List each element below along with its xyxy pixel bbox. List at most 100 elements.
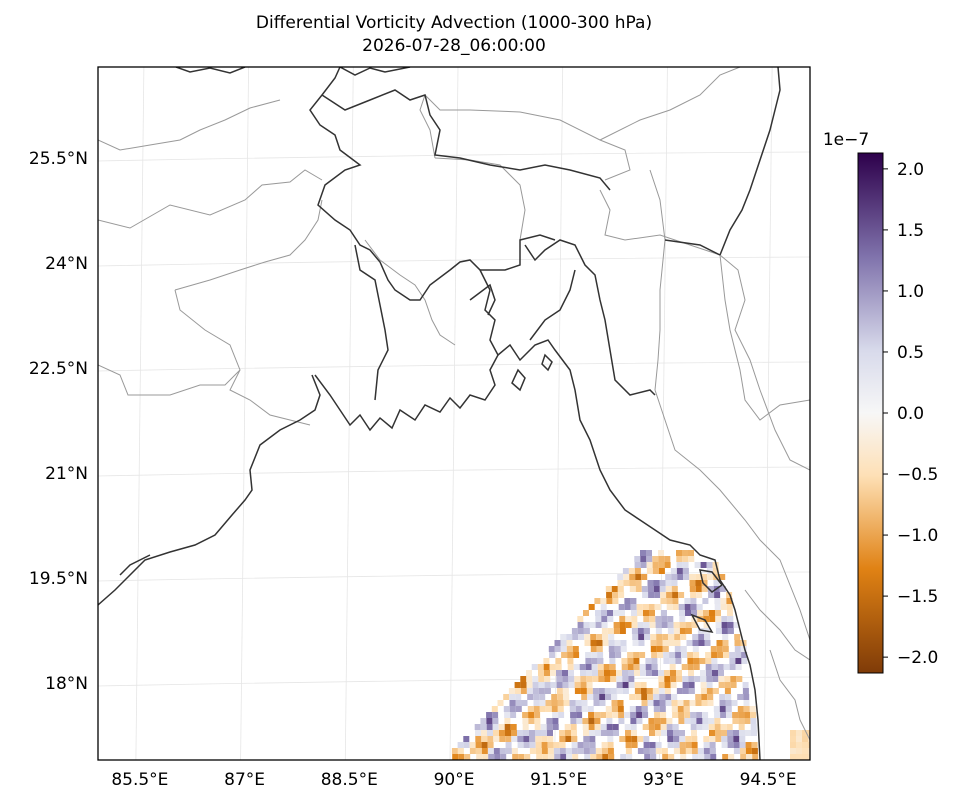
- field-cell: [652, 688, 659, 694]
- field-cell: [624, 598, 631, 604]
- field-cell: [644, 754, 651, 760]
- field-cell: [571, 742, 578, 748]
- field-cell: [570, 724, 577, 730]
- field-cell: [670, 676, 677, 682]
- field-cell: [626, 754, 633, 760]
- field-cell: [636, 712, 643, 718]
- field-cell: [509, 700, 516, 706]
- field-cell: [588, 718, 595, 724]
- field-cell: [720, 598, 727, 604]
- field-cell: [517, 736, 524, 742]
- field-cell: [587, 694, 594, 700]
- field-cell: [577, 628, 584, 634]
- field-cell: [651, 664, 658, 670]
- field-cell: [641, 574, 648, 580]
- field-cell: [597, 664, 604, 670]
- field-cell: [688, 688, 695, 694]
- field-cell: [491, 706, 498, 712]
- field-cell: [706, 562, 713, 568]
- field-cell: [726, 724, 733, 730]
- field-cell: [719, 574, 726, 580]
- field-cell: [686, 640, 693, 646]
- field-cell: [802, 736, 808, 742]
- field-cell: [723, 652, 730, 658]
- field-cell: [583, 736, 590, 742]
- field-cell: [608, 640, 615, 646]
- field-cell: [542, 754, 549, 760]
- field-cell: [660, 592, 667, 598]
- field-cell: [572, 754, 579, 760]
- field-cell: [498, 724, 505, 730]
- field-cell: [659, 586, 666, 592]
- field-cell: [590, 640, 597, 646]
- field-cell: [580, 670, 586, 676]
- field-cell: [732, 718, 739, 724]
- field-cell: [679, 748, 686, 754]
- field-cell: [660, 712, 667, 718]
- field-cell: [538, 682, 545, 688]
- field-cell: [722, 640, 729, 646]
- field-cell: [658, 682, 665, 688]
- lon-tick-label: 85.5°E: [111, 770, 168, 790]
- field-cell: [582, 718, 589, 724]
- field-cell: [646, 550, 652, 556]
- field-cell: [790, 730, 796, 736]
- field-cell: [648, 718, 655, 724]
- field-cell: [607, 736, 614, 742]
- field-cell: [520, 688, 527, 694]
- field-cell: [553, 742, 560, 748]
- field-cell: [662, 640, 669, 646]
- field-cell: [583, 742, 590, 748]
- field-cell: [689, 574, 696, 580]
- field-cell: [534, 718, 541, 724]
- field-cell: [611, 694, 618, 700]
- field-cell: [505, 742, 512, 748]
- field-cell: [673, 622, 680, 628]
- field-cell: [600, 598, 607, 604]
- field-cell: [559, 730, 565, 736]
- field-cell: [681, 652, 688, 658]
- field-cell: [627, 664, 634, 670]
- field-cell: [698, 754, 705, 760]
- field-cell: [685, 748, 692, 754]
- meridian-gridline: [240, 67, 249, 760]
- map-subtitle-time: 2026-07-28_06:00:00: [362, 36, 546, 56]
- field-cell: [580, 688, 587, 694]
- field-cell: [715, 736, 722, 742]
- field-cell: [715, 730, 721, 736]
- field-cell: [678, 604, 685, 610]
- field-cell: [671, 700, 678, 706]
- colorbar-tick-label: 0.0: [897, 404, 924, 424]
- field-cell: [735, 664, 742, 670]
- field-cell: [634, 568, 641, 574]
- field-cell: [703, 748, 710, 754]
- field-cell: [505, 748, 512, 754]
- field-cell: [562, 682, 569, 688]
- field-cell: [618, 604, 625, 610]
- field-cell: [725, 700, 732, 706]
- field-cell: [667, 628, 674, 634]
- field-cell: [739, 736, 746, 742]
- colorbar-tick-label: −0.5: [897, 465, 938, 485]
- field-cell: [659, 694, 666, 700]
- field-cell: [641, 586, 648, 592]
- field-cell: [687, 658, 694, 664]
- field-cell: [677, 706, 684, 712]
- field-cell: [658, 568, 665, 574]
- field-cell: [709, 736, 716, 742]
- field-cell: [520, 676, 527, 682]
- field-cell: [671, 586, 678, 592]
- field-cell: [572, 634, 579, 640]
- field-cell: [703, 736, 710, 742]
- field-cell: [713, 706, 720, 712]
- parallel-gridline: [98, 151, 810, 162]
- field-cell: [718, 682, 725, 688]
- field-cell: [737, 706, 744, 712]
- field-cell: [658, 562, 665, 568]
- field-cell: [666, 604, 673, 610]
- field-cell: [486, 712, 493, 718]
- field-cell: [650, 754, 657, 760]
- field-cell: [707, 694, 714, 700]
- field-cell: [629, 574, 636, 580]
- field-cell: [643, 610, 649, 616]
